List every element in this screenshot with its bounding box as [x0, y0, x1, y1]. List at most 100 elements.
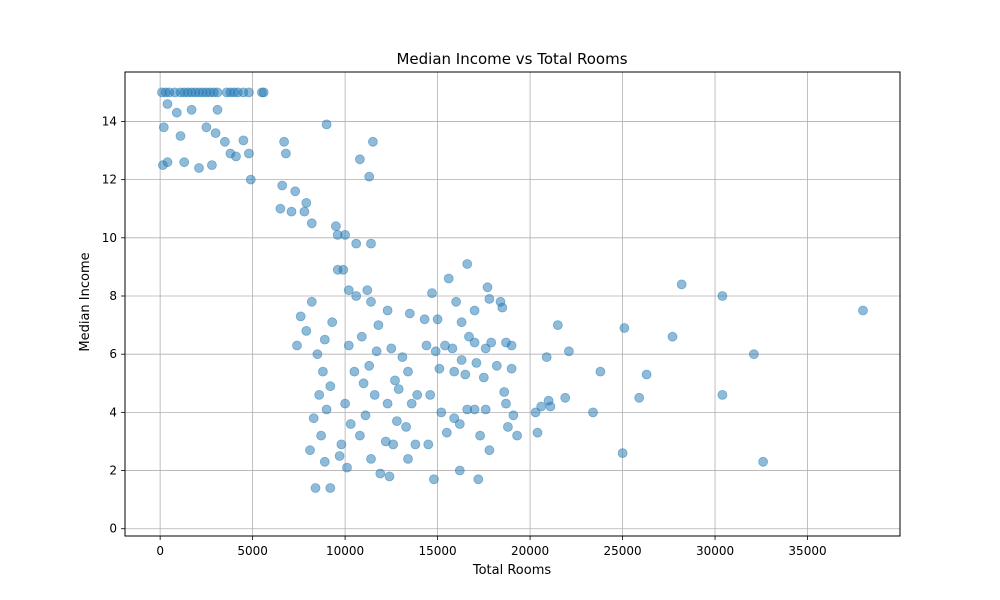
y-tick-label: 12 — [102, 173, 117, 187]
data-point — [162, 157, 173, 168]
data-point — [749, 349, 759, 360]
data-point — [428, 474, 439, 485]
data-point — [354, 430, 365, 441]
data-point — [412, 389, 423, 400]
data-point — [310, 483, 321, 493]
data-point — [351, 291, 362, 301]
data-point — [482, 282, 493, 293]
data-point — [358, 378, 369, 389]
data-point — [443, 273, 454, 284]
data-point — [388, 439, 399, 450]
data-point — [541, 352, 552, 363]
data-point — [369, 389, 380, 400]
data-point — [375, 468, 386, 479]
chart-title: Median Income vs Total Rooms — [396, 50, 627, 68]
data-point — [327, 317, 338, 328]
grid-lines — [125, 72, 900, 536]
data-point — [238, 135, 249, 146]
data-point — [667, 331, 678, 342]
data-point — [403, 453, 413, 464]
x-tick-label: 15000 — [418, 544, 456, 558]
y-tick-label: 10 — [102, 231, 117, 245]
data-point — [345, 419, 356, 429]
data-point — [456, 317, 467, 328]
data-point — [342, 462, 352, 473]
data-point — [319, 456, 330, 467]
x-tick-label: 25000 — [603, 544, 641, 558]
data-point — [501, 398, 511, 409]
data-point — [305, 445, 315, 456]
data-point — [301, 325, 312, 336]
data-point — [343, 285, 354, 296]
y-tick-label: 6 — [109, 347, 117, 361]
data-point — [367, 136, 378, 147]
data-point — [231, 151, 241, 162]
data-point — [386, 343, 397, 354]
data-point — [436, 407, 447, 418]
data-point — [506, 363, 517, 374]
data-point — [617, 448, 628, 459]
data-point — [478, 372, 489, 383]
data-point — [382, 305, 393, 316]
data-point — [634, 392, 645, 403]
data-point — [366, 296, 376, 307]
data-point — [404, 308, 415, 319]
data-point — [371, 346, 382, 357]
data-point — [471, 357, 482, 368]
data-point — [360, 410, 371, 421]
data-point — [425, 389, 436, 400]
data-point — [543, 395, 554, 406]
data-point — [292, 340, 302, 351]
data-point — [460, 369, 471, 380]
data-point — [212, 104, 223, 115]
data-point — [325, 381, 336, 392]
data-point — [473, 474, 484, 485]
data-point — [391, 416, 402, 427]
data-point — [454, 419, 465, 429]
data-point — [243, 87, 254, 98]
data-point — [423, 439, 434, 450]
data-point — [486, 337, 497, 348]
data-point — [512, 430, 522, 441]
data-point — [364, 360, 375, 371]
data-point — [497, 302, 508, 313]
data-point — [321, 404, 332, 415]
data-point — [299, 206, 310, 217]
data-point — [279, 136, 290, 147]
data-point — [258, 87, 269, 98]
data-point — [469, 404, 480, 415]
data-point — [308, 413, 319, 424]
data-point — [641, 369, 652, 380]
data-point — [319, 334, 330, 345]
x-tick-label: 0 — [156, 544, 164, 558]
data-point — [162, 99, 173, 109]
data-point — [356, 331, 367, 342]
data-point — [330, 221, 341, 232]
data-point — [171, 107, 182, 118]
data-point — [194, 163, 204, 173]
data-point — [280, 148, 291, 159]
data-point — [317, 366, 328, 377]
data-point — [475, 430, 486, 441]
data-point — [373, 320, 384, 331]
y-tick-label: 0 — [109, 522, 117, 536]
data-point — [340, 398, 351, 409]
data-point — [275, 203, 286, 214]
data-point — [552, 320, 563, 331]
data-point — [158, 122, 169, 133]
data-point — [364, 171, 375, 182]
data-point — [397, 352, 408, 363]
data-point — [340, 229, 351, 240]
data-point — [717, 389, 728, 400]
data-point — [393, 384, 404, 395]
x-tick-label: 35000 — [788, 544, 826, 558]
data-point — [491, 360, 502, 371]
data-point — [502, 421, 513, 432]
y-tick-label: 14 — [102, 114, 117, 128]
data-point — [454, 465, 465, 476]
data-point — [186, 104, 197, 115]
plot-frame — [124, 71, 901, 537]
x-axis-label: Total Rooms — [472, 563, 552, 578]
data-point — [456, 355, 467, 365]
